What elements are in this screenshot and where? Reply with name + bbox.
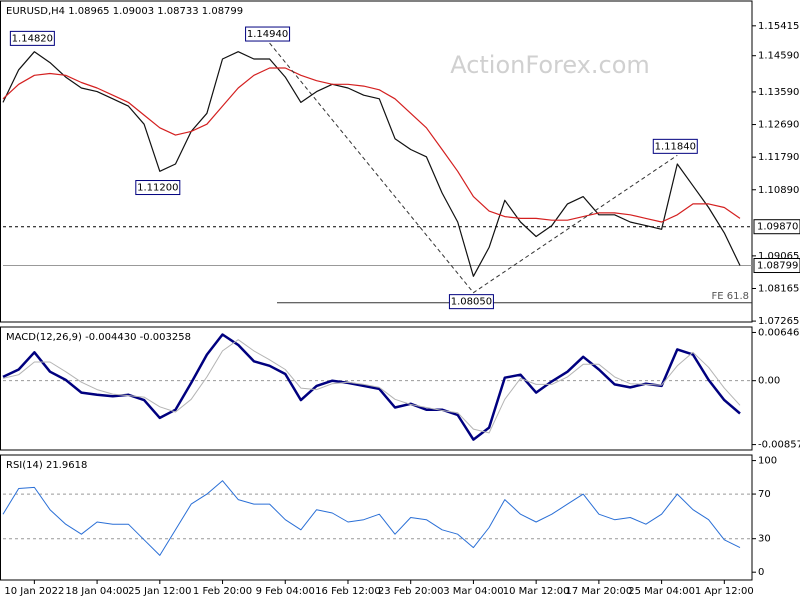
series-line <box>2 51 741 277</box>
x-tick-label: 10 Jan 2022 <box>4 586 64 597</box>
x-tick-label: 17 Mar 20:00 <box>565 586 632 597</box>
annotation-label: 1.14820 <box>12 33 53 44</box>
x-tick-label: 16 Feb 12:00 <box>315 586 381 597</box>
y-tick-label: 1.14590 <box>758 51 799 62</box>
x-tick-label: 9 Feb 04:00 <box>256 586 315 597</box>
y-tick-label: 70 <box>758 489 771 500</box>
panel-frame <box>0 454 753 581</box>
x-tick-label: 1 Feb 20:00 <box>193 586 252 597</box>
panel-title: RSI(14) 21.9618 <box>6 460 87 471</box>
level-label-box <box>753 258 800 274</box>
watermark: ActionForex.com <box>450 51 650 79</box>
level-label-box <box>753 219 800 235</box>
y-tick-label: 1.12690 <box>758 120 799 131</box>
series-line <box>2 480 741 556</box>
y-tick-label: -0.008573 <box>758 440 800 451</box>
y-tick-label: 0.00 <box>758 376 780 387</box>
annotation-label: 1.11840 <box>655 141 696 152</box>
x-tick-label: 25 Jan 12:00 <box>128 586 191 597</box>
annotation-label: 1.08050 <box>451 297 492 308</box>
x-tick-label: 23 Feb 20:00 <box>378 586 444 597</box>
projection-level-label: FE 61.8 <box>711 291 749 302</box>
level-label: 1.08799 <box>757 261 798 272</box>
x-tick-label: 10 Mar 12:00 <box>503 586 570 597</box>
panel-title: EURUSD,H4 1.08965 1.09003 1.08733 1.0879… <box>6 6 243 17</box>
y-tick-label: 1.10890 <box>758 185 799 196</box>
level-label: 1.09870 <box>757 222 798 233</box>
y-tick-label: 1.15415 <box>758 21 799 32</box>
annotation-box <box>652 138 698 154</box>
y-tick-label: 1.11790 <box>758 152 799 163</box>
panel-frame <box>0 0 753 323</box>
x-tick-label: 25 Mar 04:00 <box>628 586 695 597</box>
series-line <box>2 339 741 434</box>
annotation-box <box>448 294 494 310</box>
x-tick-label: 3 Mar 04:00 <box>443 586 503 597</box>
annotation-label: 1.14940 <box>247 29 288 40</box>
projection-line <box>269 42 678 294</box>
y-tick-label: 30 <box>758 534 771 545</box>
y-tick-label: 1.13590 <box>758 87 799 98</box>
y-tick-label: 100 <box>758 456 777 467</box>
annotation-label: 1.11200 <box>137 183 178 194</box>
x-tick-label: 1 Apr 12:00 <box>695 586 754 597</box>
y-tick-label: 1.07265 <box>758 316 799 327</box>
y-tick-label: 0.006468 <box>758 327 800 338</box>
annotation-box <box>135 180 181 196</box>
y-tick-label: 0 <box>758 567 764 578</box>
x-tick-label: 18 Jan 04:00 <box>65 586 128 597</box>
series-line <box>2 333 741 441</box>
y-tick-label: 1.08165 <box>758 283 799 294</box>
annotation-box <box>245 26 291 42</box>
panel-title: MACD(12,26,9) -0.004430 -0.003258 <box>6 332 191 343</box>
series-line <box>2 67 741 223</box>
annotation-box <box>9 30 55 46</box>
y-tick-label: 1.09065 <box>758 251 799 262</box>
panel-frame <box>0 326 753 451</box>
